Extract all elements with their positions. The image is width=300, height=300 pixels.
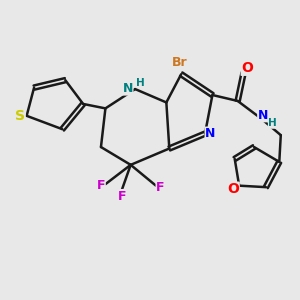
Text: N: N: [205, 127, 215, 140]
Text: O: O: [241, 61, 253, 75]
Text: O: O: [227, 182, 239, 196]
Text: F: F: [156, 181, 165, 194]
Text: F: F: [97, 179, 105, 192]
Text: S: S: [15, 109, 25, 123]
Text: H: H: [136, 77, 145, 88]
Text: N: N: [122, 82, 133, 95]
Text: Br: Br: [172, 56, 188, 69]
Text: N: N: [258, 109, 268, 122]
Text: F: F: [118, 190, 127, 202]
Text: H: H: [268, 118, 277, 128]
